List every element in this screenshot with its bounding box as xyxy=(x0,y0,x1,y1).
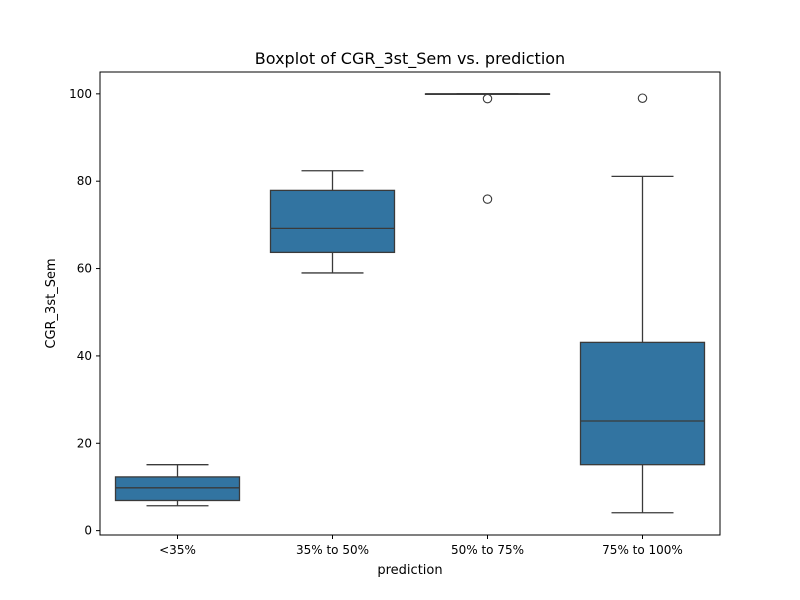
y-tick-label: 40 xyxy=(77,349,92,363)
x-tick-label: 35% to 50% xyxy=(296,543,369,557)
box-iqr xyxy=(269,189,396,254)
plot-area xyxy=(114,93,706,514)
box-iqr xyxy=(114,476,241,502)
y-tick-label: 60 xyxy=(77,262,92,276)
y-tick-label: 20 xyxy=(77,436,92,450)
y-tick-label: 0 xyxy=(84,524,92,538)
box-group xyxy=(579,93,706,514)
box-group xyxy=(114,464,241,507)
outlier-point xyxy=(482,194,493,204)
axes-frame xyxy=(99,71,721,536)
box-group xyxy=(269,170,396,274)
box-group xyxy=(424,93,551,204)
chart-title: Boxplot of CGR_3st_Sem vs. prediction xyxy=(255,49,565,69)
y-axis-label: CGR_3st_Sem xyxy=(44,258,59,348)
x-tick-label: 50% to 75% xyxy=(451,543,524,557)
y-tick-label: 80 xyxy=(77,174,92,188)
x-axis-label: prediction xyxy=(377,563,442,578)
box-iqr xyxy=(579,341,706,466)
y-tick-label: 100 xyxy=(69,87,92,101)
x-tick-label: 75% to 100% xyxy=(602,543,683,557)
y-axis: 0 20 40 60 80 100 xyxy=(69,87,100,538)
x-axis: <35% 35% to 50% 50% to 75% 75% to 100% xyxy=(159,535,683,557)
outlier-point xyxy=(482,93,493,104)
x-tick-label: <35% xyxy=(159,543,196,557)
outlier-point xyxy=(637,93,648,103)
